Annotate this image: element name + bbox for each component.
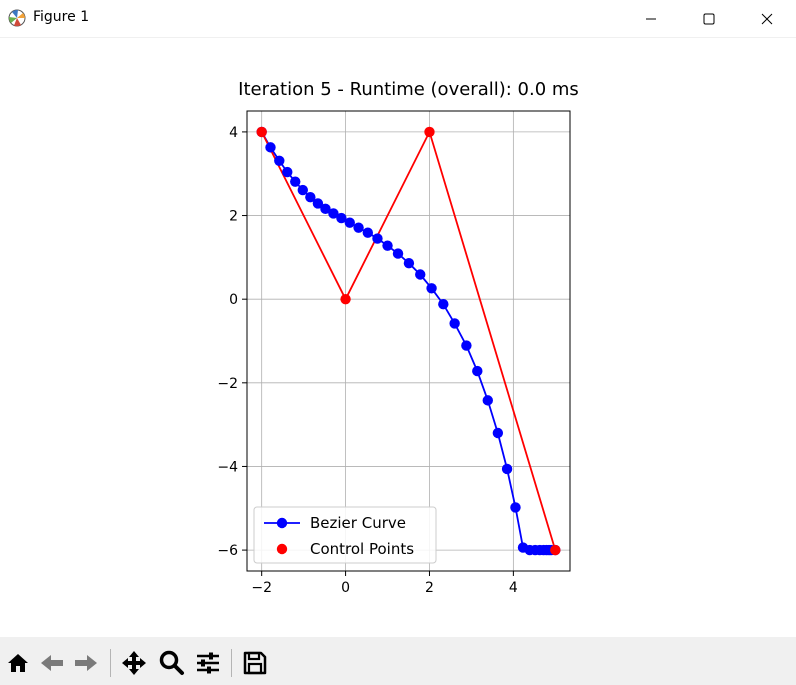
control-point xyxy=(256,126,267,138)
bezier-point xyxy=(492,427,504,439)
bezier-point xyxy=(372,233,383,244)
figure-canvas: −2 0 2 4 −6 −4 −2 0 2 4 Iteration 5 - Runtime (ove… xyxy=(0,38,796,636)
navigation-toolbar xyxy=(0,637,796,685)
bezier-point xyxy=(290,176,301,187)
bezier-point xyxy=(510,502,521,513)
maximize-icon xyxy=(703,13,715,25)
y-tick-label: −6 xyxy=(217,543,238,559)
back-arrow-icon[interactable] xyxy=(38,649,66,677)
legend: Bezier Curve Control Points xyxy=(253,506,437,564)
zoom-icon[interactable] xyxy=(158,649,186,677)
bezier-point xyxy=(282,166,293,178)
bezier-point xyxy=(274,155,285,166)
bezier-point xyxy=(482,395,493,406)
bezier-point xyxy=(305,191,316,203)
bezier-point xyxy=(320,203,331,215)
bezier-point xyxy=(461,340,472,351)
forward-arrow-icon[interactable] xyxy=(72,649,100,677)
bezier-point xyxy=(501,463,513,475)
bezier-point xyxy=(449,318,460,329)
legend-marker-bezier xyxy=(276,517,288,529)
bezier-point xyxy=(438,299,449,310)
maximize-button[interactable] xyxy=(680,0,738,37)
bezier-point xyxy=(472,365,483,377)
y-tick-label: 4 xyxy=(229,125,238,141)
toolbar-separator xyxy=(231,649,232,677)
minimize-button[interactable] xyxy=(622,0,680,37)
axes-frame xyxy=(246,110,571,572)
x-tick-label: 2 xyxy=(425,580,434,596)
legend-frame xyxy=(253,506,437,564)
bezier-point xyxy=(328,208,339,219)
legend-label-control: Control Points xyxy=(310,540,414,558)
y-tick-label: 2 xyxy=(229,209,238,225)
bezier-point xyxy=(344,217,355,228)
chart-title: Iteration 5 - Runtime (overall): 0.0 ms xyxy=(238,79,579,100)
toolbar-separator xyxy=(110,649,111,677)
save-icon[interactable] xyxy=(241,649,269,677)
y-tick-label: −2 xyxy=(217,376,238,392)
window-title: Figure 1 xyxy=(33,9,90,25)
close-icon xyxy=(761,13,773,25)
bezier-point xyxy=(415,269,426,280)
minimize-icon xyxy=(646,18,656,20)
y-tick-label: 0 xyxy=(229,292,238,308)
bezier-point xyxy=(312,198,324,209)
bezier-point xyxy=(336,212,347,224)
y-tick-label: −4 xyxy=(217,459,238,475)
window-titlebar: Figure 1 xyxy=(0,0,796,38)
bezier-point xyxy=(265,142,276,153)
close-button[interactable] xyxy=(738,0,796,37)
control-point xyxy=(340,293,351,305)
pan-icon[interactable] xyxy=(120,649,148,677)
chart: −2 0 2 4 −6 −4 −2 0 2 4 Iteration 5 - Runtime (ove… xyxy=(217,79,579,596)
bezier-point xyxy=(297,184,308,196)
configure-subplots-icon[interactable] xyxy=(194,649,222,677)
legend-marker-control xyxy=(276,543,288,555)
bezier-point xyxy=(382,240,393,251)
legend-label-bezier: Bezier Curve xyxy=(310,514,406,532)
x-tick-label: 0 xyxy=(341,580,350,596)
bezier-point xyxy=(392,248,404,259)
x-tick-label: −2 xyxy=(251,580,272,596)
control-point xyxy=(424,126,435,138)
control-point xyxy=(550,544,561,556)
bezier-point xyxy=(426,283,437,294)
home-icon[interactable] xyxy=(4,649,32,677)
x-tick-label: 4 xyxy=(509,580,518,596)
control-polygon-line xyxy=(260,129,557,551)
bezier-point xyxy=(403,258,415,269)
matplotlib-icon xyxy=(8,9,26,27)
bezier-point xyxy=(362,227,374,238)
bezier-point xyxy=(353,222,364,233)
